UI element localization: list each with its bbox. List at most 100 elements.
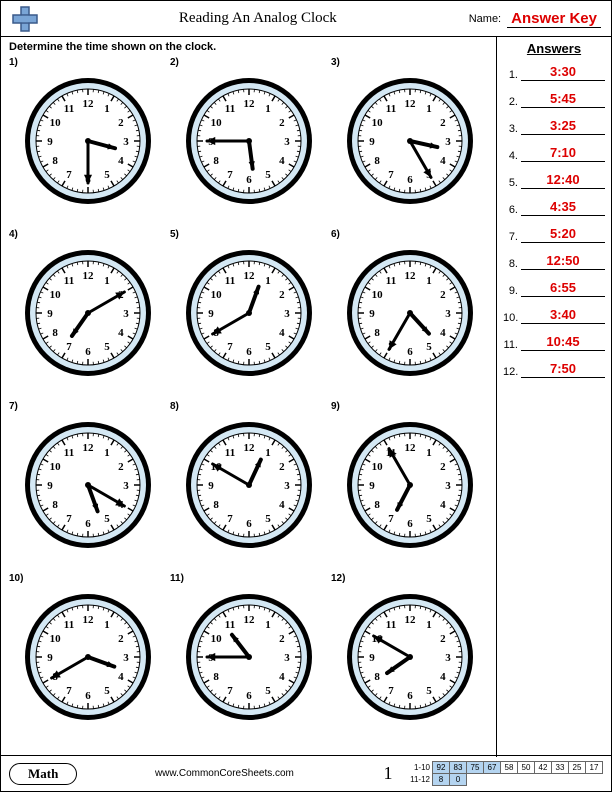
svg-text:10: 10 — [210, 633, 222, 645]
clock-grid: 1)1234567891011122)1234567891011123)1234… — [9, 57, 488, 741]
svg-text:12: 12 — [404, 98, 416, 110]
answer-number: 8. — [503, 258, 521, 270]
worksheet-page: Reading An Analog Clock Name: Answer Key… — [0, 0, 612, 792]
answer-row: 9.6:55 — [503, 280, 605, 297]
svg-text:7: 7 — [227, 169, 233, 181]
website-label: www.CommonCoreSheets.com — [77, 768, 371, 779]
svg-text:9: 9 — [369, 308, 375, 320]
svg-text:4: 4 — [118, 671, 124, 683]
svg-text:1: 1 — [265, 275, 271, 287]
clock-face: 123456789101112 — [331, 229, 488, 397]
svg-text:8: 8 — [374, 155, 380, 167]
answer-value: 5:45 — [521, 91, 605, 108]
svg-text:11: 11 — [385, 619, 395, 631]
svg-text:3: 3 — [123, 308, 129, 320]
svg-text:3: 3 — [123, 136, 129, 148]
svg-text:6: 6 — [246, 690, 252, 702]
svg-text:11: 11 — [63, 275, 73, 287]
svg-text:3: 3 — [284, 652, 290, 664]
answer-value: 12:50 — [521, 253, 605, 270]
svg-text:7: 7 — [66, 169, 72, 181]
svg-text:8: 8 — [213, 155, 219, 167]
answer-row: 4.7:10 — [503, 145, 605, 162]
svg-text:5: 5 — [104, 341, 110, 353]
svg-text:9: 9 — [208, 480, 214, 492]
clock-face: 123456789101112 — [170, 401, 327, 569]
svg-text:1: 1 — [426, 103, 432, 115]
clock-face: 123456789101112 — [9, 401, 166, 569]
svg-text:6: 6 — [407, 690, 413, 702]
svg-text:10: 10 — [371, 117, 383, 129]
question-number: 11) — [170, 573, 184, 584]
svg-text:2: 2 — [279, 117, 285, 129]
svg-text:3: 3 — [123, 652, 129, 664]
answer-value: 4:35 — [521, 199, 605, 216]
svg-text:1: 1 — [426, 275, 432, 287]
header: Reading An Analog Clock Name: Answer Key — [1, 1, 611, 37]
answer-value: 12:40 — [521, 172, 605, 189]
svg-text:6: 6 — [407, 174, 413, 186]
svg-text:4: 4 — [279, 499, 285, 511]
answers-list: 1.3:302.5:453.3:254.7:105.12:406.4:357.5… — [503, 64, 605, 378]
answer-number: 12. — [503, 366, 521, 378]
svg-text:2: 2 — [440, 117, 446, 129]
svg-text:8: 8 — [213, 499, 219, 511]
worksheet-title: Reading An Analog Clock — [47, 10, 469, 27]
question-number: 5) — [170, 229, 179, 240]
question-number: 7) — [9, 401, 18, 412]
svg-text:9: 9 — [369, 136, 375, 148]
svg-text:1: 1 — [265, 619, 271, 631]
svg-text:6: 6 — [85, 346, 91, 358]
answer-row: 1.3:30 — [503, 64, 605, 81]
answer-row: 10.3:40 — [503, 307, 605, 324]
svg-text:1: 1 — [104, 619, 110, 631]
svg-text:7: 7 — [388, 513, 394, 525]
question-number: 6) — [331, 229, 340, 240]
svg-text:1: 1 — [104, 447, 110, 459]
answers-sidebar: Answers 1.3:302.5:453.3:254.7:105.12:406… — [496, 37, 611, 757]
svg-text:11: 11 — [63, 619, 73, 631]
footer: Math www.CommonCoreSheets.com 1 1-109283… — [1, 755, 611, 791]
answer-value: 10:45 — [521, 334, 605, 351]
svg-text:9: 9 — [369, 480, 375, 492]
svg-text:1: 1 — [104, 103, 110, 115]
svg-text:2: 2 — [279, 289, 285, 301]
svg-text:10: 10 — [371, 289, 383, 301]
svg-text:8: 8 — [213, 671, 219, 683]
svg-text:8: 8 — [374, 327, 380, 339]
clock-cell: 6)123456789101112 — [331, 229, 488, 397]
svg-text:5: 5 — [426, 685, 432, 697]
clock-cell: 1)123456789101112 — [9, 57, 166, 225]
answer-row: 2.5:45 — [503, 91, 605, 108]
answer-row: 7.5:20 — [503, 226, 605, 243]
svg-text:12: 12 — [243, 614, 255, 626]
score-grid: 1-109283756758504233251711-1280 — [405, 761, 604, 786]
answer-value: 6:55 — [521, 280, 605, 297]
svg-text:9: 9 — [47, 480, 53, 492]
svg-text:2: 2 — [118, 117, 124, 129]
clock-cell: 8)123456789101112 — [170, 401, 327, 569]
clock-cell: 5)123456789101112 — [170, 229, 327, 397]
svg-text:5: 5 — [265, 169, 271, 181]
svg-text:7: 7 — [227, 513, 233, 525]
question-number: 4) — [9, 229, 18, 240]
svg-text:5: 5 — [426, 341, 432, 353]
clock-cell: 12)123456789101112 — [331, 573, 488, 741]
svg-text:10: 10 — [49, 633, 61, 645]
svg-text:8: 8 — [52, 499, 58, 511]
plus-icon — [11, 5, 39, 33]
svg-text:12: 12 — [243, 442, 255, 454]
answer-number: 9. — [503, 285, 521, 297]
svg-text:11: 11 — [224, 619, 234, 631]
svg-text:5: 5 — [104, 685, 110, 697]
svg-text:2: 2 — [440, 633, 446, 645]
answer-value: 3:25 — [521, 118, 605, 135]
answer-value: 5:20 — [521, 226, 605, 243]
answer-value: 7:10 — [521, 145, 605, 162]
main-panel: Determine the time shown on the clock. 1… — [1, 37, 496, 757]
question-number: 2) — [170, 57, 179, 68]
answer-row: 3.3:25 — [503, 118, 605, 135]
svg-text:1: 1 — [104, 275, 110, 287]
svg-text:11: 11 — [385, 103, 395, 115]
answer-number: 10. — [503, 312, 521, 324]
